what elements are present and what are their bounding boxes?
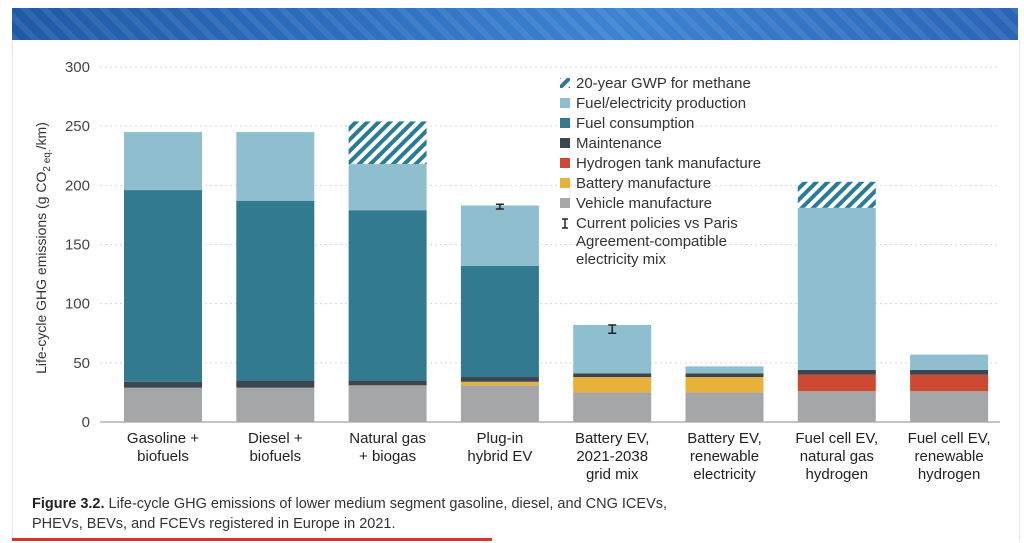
legend-label: Maintenance bbox=[576, 135, 662, 152]
legend-item-fuel-production: Fuel/electricity production bbox=[560, 95, 746, 112]
caption-label: Figure 3.2. bbox=[32, 496, 105, 512]
y-tick-label: 50 bbox=[73, 355, 90, 372]
bar-segment-fuel-production bbox=[236, 132, 315, 201]
bar-segment-maintenance bbox=[124, 381, 202, 388]
legend-label: Hydrogen tank manufacture bbox=[576, 155, 761, 172]
bar-segment-vehicle bbox=[573, 392, 652, 422]
bar-segment-hydrogen-tank bbox=[910, 374, 989, 392]
bar-segment-vehicle bbox=[685, 392, 764, 422]
bar-segment-fuel-production bbox=[685, 366, 764, 374]
y-axis-label-sub: 2 eq. bbox=[42, 149, 53, 171]
bar-segment-fuel-consumption bbox=[460, 265, 539, 378]
bar-segment-fuel-production bbox=[460, 205, 539, 266]
legend-label: Fuel/electricity production bbox=[576, 95, 746, 112]
footer-accent bbox=[12, 538, 492, 541]
legend-swatch bbox=[560, 138, 570, 148]
bar-segment-maintenance bbox=[685, 373, 764, 378]
y-tick-label: 150 bbox=[65, 237, 90, 254]
bar-segment-battery bbox=[685, 377, 764, 393]
bar-segment-vehicle bbox=[910, 391, 989, 422]
bar-segment-fuel-production bbox=[124, 132, 202, 191]
x-category-label: Fuel cell EV, natural gas hydrogen bbox=[795, 430, 878, 483]
bar-segment-vehicle bbox=[460, 385, 539, 422]
legend-label: Fuel consumption bbox=[576, 115, 694, 132]
error-bar bbox=[495, 203, 504, 210]
header-banner bbox=[12, 8, 1018, 40]
bar-segment-fuel-production bbox=[348, 164, 427, 211]
bar-segment-maintenance bbox=[910, 369, 989, 375]
y-tick-label: 0 bbox=[82, 414, 90, 431]
bar-segment-gwp bbox=[797, 181, 876, 208]
bar-segment-fuel-consumption bbox=[236, 200, 315, 381]
legend-item-maintenance: Maintenance bbox=[560, 135, 662, 152]
bar-segment-maintenance bbox=[460, 377, 539, 382]
bar-segment-maintenance bbox=[797, 369, 876, 375]
bar-segment-vehicle bbox=[236, 387, 315, 422]
category-labels: Gasoline + biofuels Diesel + biofuels Natura… bbox=[127, 430, 991, 483]
y-tick-label: 100 bbox=[65, 296, 90, 313]
legend-item-fuel-consumption: Fuel consumption bbox=[560, 115, 694, 132]
legend-label: Battery manufacture bbox=[576, 175, 711, 192]
bar-segment-vehicle bbox=[348, 385, 427, 422]
x-category-label: Gasoline + biofuels bbox=[127, 430, 199, 465]
legend-label: 20-year GWP for methane bbox=[576, 75, 751, 92]
y-axis-label-unit: /km) bbox=[33, 122, 49, 149]
legend: 20-year GWP for methane Fuel/electricity … bbox=[560, 75, 761, 268]
legend-swatch bbox=[560, 198, 570, 208]
legend-label: Current policies vs Paris Agreement-compa… bbox=[576, 215, 738, 268]
bar-segment-fuel-production bbox=[910, 354, 989, 370]
bar-segment-battery bbox=[573, 377, 652, 393]
legend-swatch bbox=[560, 118, 570, 128]
legend-swatch bbox=[560, 78, 570, 88]
bars bbox=[124, 121, 989, 422]
slide-frame bbox=[12, 40, 1020, 540]
x-category-label: Fuel cell EV, renewable hydrogen bbox=[908, 430, 991, 483]
error-bars bbox=[495, 203, 617, 334]
error-bar bbox=[608, 324, 617, 334]
x-category-label: Battery EV, 2021-2038 grid mix bbox=[575, 430, 650, 483]
bar-segment-maintenance bbox=[573, 373, 652, 378]
bar-segment-fuel-consumption bbox=[124, 190, 202, 382]
bar-segment-gwp bbox=[348, 121, 427, 165]
bar-segment-vehicle bbox=[797, 391, 876, 422]
x-category-label: Natural gas + biogas bbox=[349, 430, 426, 465]
bar-segment-maintenance bbox=[348, 380, 427, 386]
legend-item-hydrogen-tank: Hydrogen tank manufacture bbox=[560, 155, 761, 172]
legend-item-error: Current policies vs Paris Agreement-compa… bbox=[562, 215, 738, 268]
legend-label: Vehicle manufacture bbox=[576, 195, 712, 212]
x-category-label: Diesel + biofuels bbox=[248, 430, 303, 465]
bar-segment-maintenance bbox=[236, 380, 315, 388]
bar-segment-hydrogen-tank bbox=[797, 374, 876, 392]
legend-item-vehicle: Vehicle manufacture bbox=[560, 195, 712, 212]
y-axis-label: Life-cycle GHG emissions (g CO2 eq./km) bbox=[33, 122, 53, 374]
bar-segment-fuel-production bbox=[797, 207, 876, 370]
caption-text-line1: Life-cycle GHG emissions of lower medium… bbox=[104, 496, 668, 512]
x-category-label: Battery EV, renewable electricity bbox=[687, 430, 762, 483]
y-axis-label-main: Life-cycle GHG emissions (g CO bbox=[33, 171, 49, 373]
x-category-label: Plug-in hybrid EV bbox=[467, 430, 532, 465]
legend-swatch bbox=[560, 178, 570, 188]
bar-segment-fuel-consumption bbox=[348, 210, 427, 381]
y-tick-label: 250 bbox=[65, 118, 90, 135]
caption-text-line2: PHEVs, BEVs, and FCEVs registered in Eur… bbox=[32, 516, 396, 532]
y-tick-label: 300 bbox=[65, 59, 90, 76]
bar-segment-battery bbox=[460, 381, 539, 386]
legend-swatch bbox=[560, 158, 570, 168]
bar-segment-vehicle bbox=[124, 387, 202, 422]
legend-item-battery: Battery manufacture bbox=[560, 175, 711, 192]
y-tick-label: 200 bbox=[65, 177, 90, 194]
figure-caption: Figure 3.2. Life-cycle GHG emissions of … bbox=[32, 494, 932, 534]
legend-swatch bbox=[560, 98, 570, 108]
legend-item-gwp: 20-year GWP for methane bbox=[560, 75, 751, 92]
